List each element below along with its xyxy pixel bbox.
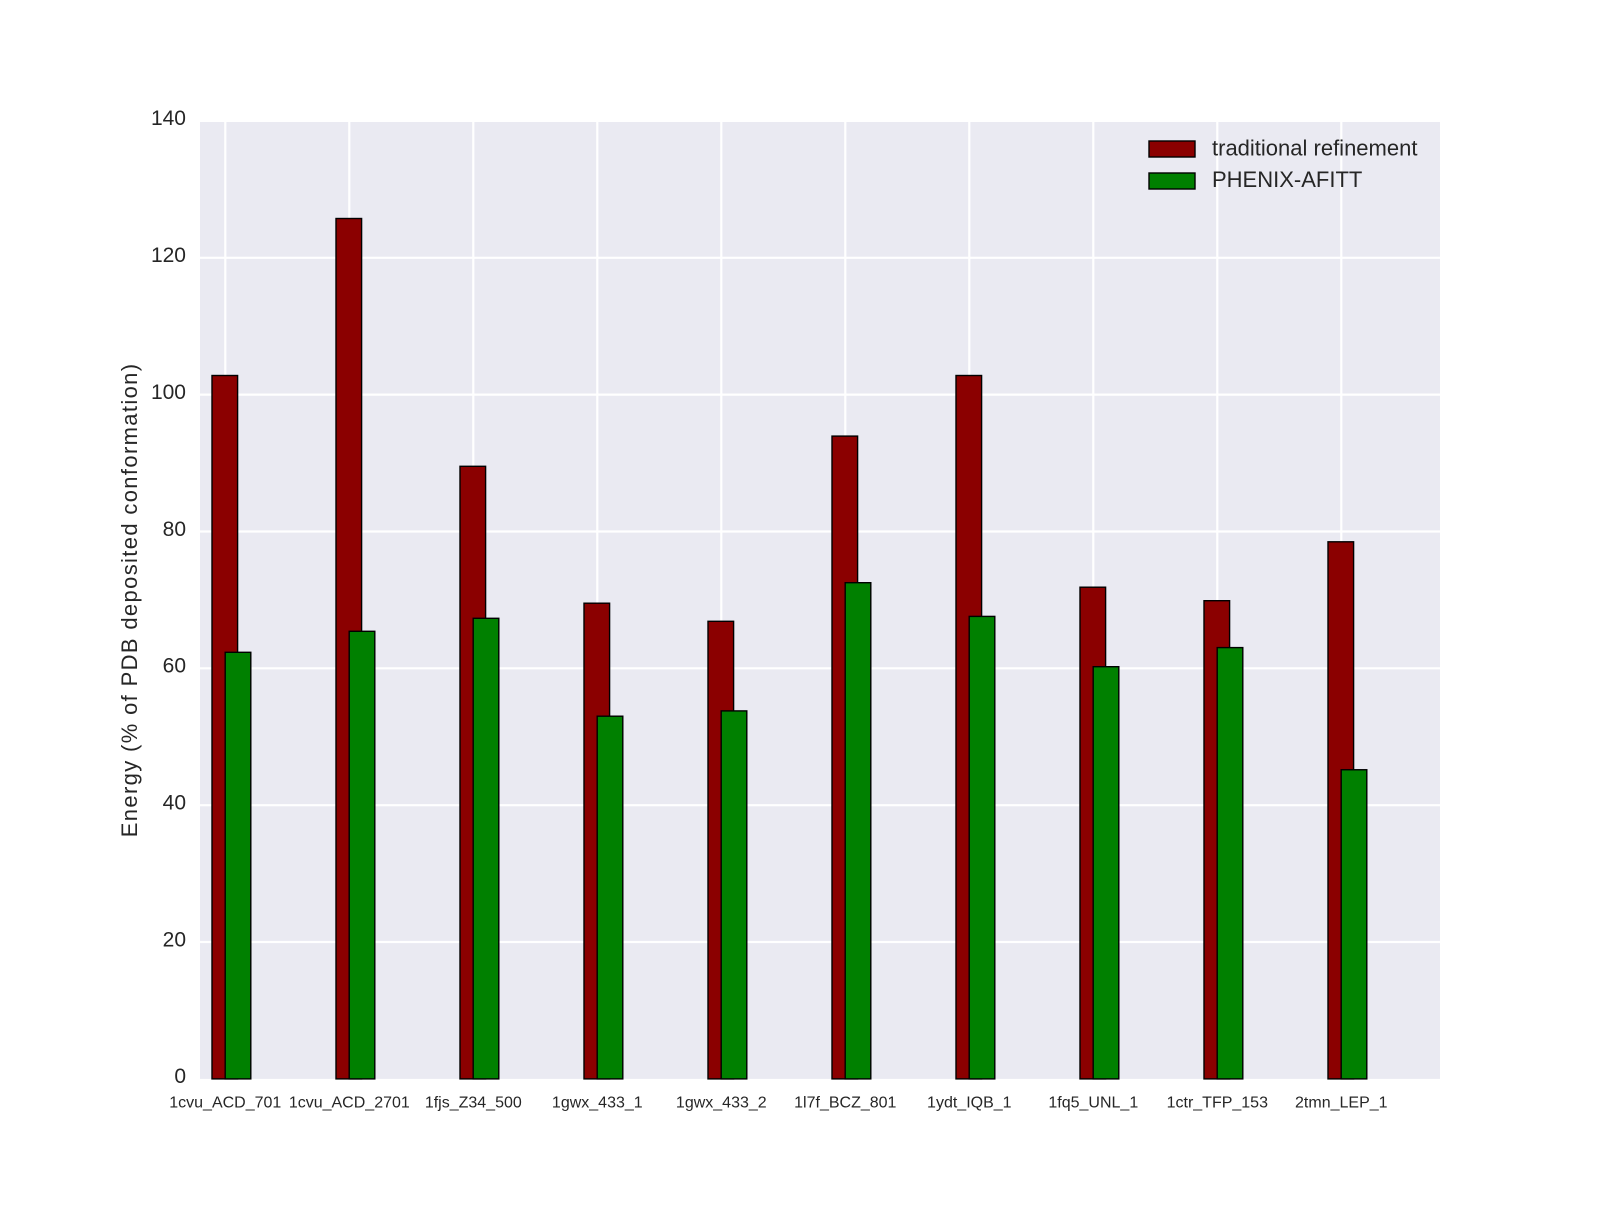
- svg-text:1l7f_BCZ_801: 1l7f_BCZ_801: [794, 1095, 896, 1112]
- svg-text:100: 100: [151, 381, 186, 404]
- svg-text:1gwx_433_2: 1gwx_433_2: [676, 1095, 767, 1112]
- svg-text:40: 40: [163, 792, 186, 815]
- svg-text:20: 20: [163, 928, 186, 951]
- svg-text:traditional refinement: traditional refinement: [1212, 136, 1417, 161]
- svg-text:1gwx_433_1: 1gwx_433_1: [552, 1095, 643, 1112]
- svg-text:1ydt_IQB_1: 1ydt_IQB_1: [927, 1095, 1012, 1112]
- svg-text:80: 80: [163, 518, 186, 541]
- svg-text:1cvu_ACD_2701: 1cvu_ACD_2701: [289, 1095, 410, 1112]
- svg-text:2tmn_LEP_1: 2tmn_LEP_1: [1295, 1095, 1388, 1112]
- svg-text:120: 120: [151, 244, 186, 267]
- svg-text:1cvu_ACD_701: 1cvu_ACD_701: [169, 1095, 281, 1112]
- svg-text:1ctr_TFP_153: 1ctr_TFP_153: [1167, 1095, 1268, 1112]
- svg-text:0: 0: [174, 1065, 186, 1088]
- svg-text:1fq5_UNL_1: 1fq5_UNL_1: [1048, 1095, 1138, 1112]
- svg-text:Energy (% of PDB deposited con: Energy (% of PDB deposited conformation): [117, 363, 142, 838]
- svg-text:1fjs_Z34_500: 1fjs_Z34_500: [425, 1095, 522, 1112]
- svg-text:60: 60: [163, 655, 186, 678]
- svg-text:PHENIX-AFITT: PHENIX-AFITT: [1212, 167, 1362, 192]
- svg-text:140: 140: [151, 107, 186, 130]
